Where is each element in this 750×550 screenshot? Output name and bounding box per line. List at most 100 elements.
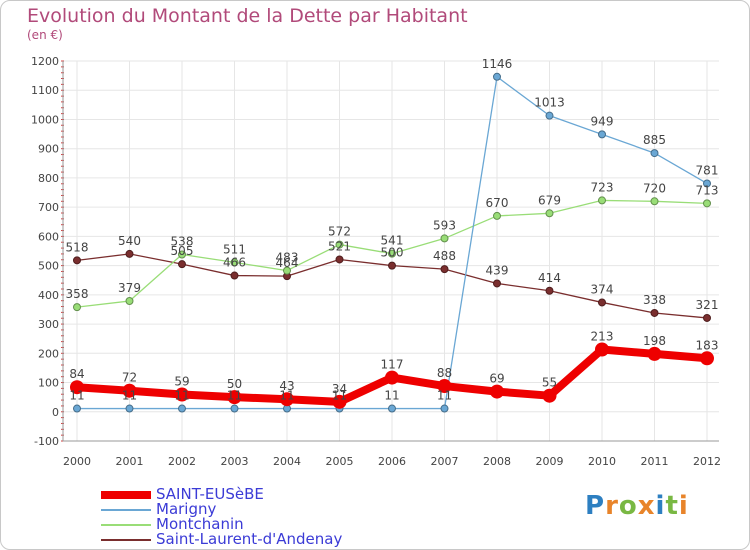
data-label: 11 (122, 389, 137, 403)
data-label: 483 (276, 251, 299, 265)
logo-letter: i (655, 491, 666, 521)
data-point (175, 387, 189, 402)
data-point (73, 256, 81, 265)
data-point (650, 308, 659, 317)
data-label: 518 (66, 240, 89, 254)
data-label: 713 (696, 183, 719, 197)
legend-swatch (101, 539, 151, 541)
data-label: 488 (433, 249, 456, 263)
logo-letter: t (665, 491, 679, 521)
data-label: 538 (171, 235, 194, 249)
data-point (545, 111, 554, 120)
data-label: 11 (227, 389, 242, 403)
data-point (440, 234, 449, 243)
logo-letter: P (585, 491, 606, 521)
data-label: 414 (538, 271, 561, 285)
x-tick-label: 2006 (378, 455, 406, 468)
legend-swatch (101, 524, 151, 526)
data-label: 885 (643, 133, 666, 147)
y-tick-label: 300 (38, 318, 59, 331)
data-point (650, 149, 659, 158)
data-label: 338 (643, 293, 666, 307)
y-tick-label: 900 (38, 143, 59, 156)
data-label: 464 (276, 256, 299, 270)
data-label: 11 (332, 389, 347, 403)
data-point (437, 379, 452, 394)
data-point (385, 370, 399, 385)
data-label: 781 (696, 163, 719, 177)
x-tick-label: 2007 (431, 455, 459, 468)
y-tick-label: 800 (38, 172, 59, 185)
data-label: 11 (437, 389, 452, 403)
data-point (335, 240, 344, 249)
data-point (493, 279, 501, 288)
data-label: 1146 (482, 57, 513, 71)
data-label: 466 (223, 256, 246, 270)
data-point (178, 404, 186, 413)
data-point (335, 255, 344, 264)
legend-label: Marigny (156, 500, 217, 518)
x-tick-label: 2000 (63, 455, 91, 468)
data-label: 358 (66, 287, 89, 301)
data-label: 521 (328, 239, 351, 253)
x-tick-label: 2005 (326, 455, 354, 468)
y-tick-label: 700 (38, 201, 59, 214)
logo-letter: r (605, 491, 619, 521)
data-label: 500 (381, 246, 404, 260)
data-label: 720 (643, 181, 666, 195)
data-label: 321 (696, 298, 719, 312)
data-point (388, 404, 396, 413)
data-point (700, 351, 714, 366)
x-tick-label: 2008 (483, 455, 511, 468)
data-point (283, 266, 291, 275)
y-tick-label: 400 (38, 289, 59, 302)
data-point (440, 265, 449, 274)
x-tick-label: 2010 (588, 455, 616, 468)
legend-label: Saint-Laurent-d'Andenay (156, 530, 343, 548)
data-point (70, 380, 84, 395)
data-label: 198 (643, 334, 666, 348)
data-point (440, 404, 449, 413)
y-tick-label: 1200 (31, 55, 59, 68)
data-label: 11 (174, 389, 189, 403)
data-point (598, 298, 606, 307)
y-tick-label: -100 (34, 435, 59, 448)
legend-swatch (101, 491, 151, 499)
legend-swatch (101, 509, 151, 511)
data-label: 69 (489, 372, 504, 386)
legend-label: SAINT-EUSèBE (156, 485, 264, 503)
data-point (73, 303, 81, 312)
data-label: 572 (328, 225, 351, 239)
x-tick-label: 2001 (116, 455, 144, 468)
data-label: 84 (69, 367, 84, 381)
data-label: 540 (118, 234, 141, 248)
data-label: 117 (381, 358, 404, 372)
data-label: 511 (223, 242, 246, 256)
data-point (493, 211, 501, 220)
data-point (703, 313, 711, 322)
data-label: 11 (384, 389, 399, 403)
data-point (280, 392, 294, 407)
x-tick-label: 2012 (693, 455, 721, 468)
chart-unit-label: (en €) (27, 28, 63, 42)
data-label: 183 (696, 338, 719, 352)
data-point (493, 72, 501, 81)
y-tick-label: 600 (38, 230, 59, 243)
x-tick-label: 2004 (273, 455, 301, 468)
proxiti-logo: Proxiti (585, 491, 689, 521)
y-tick-label: 1000 (31, 113, 59, 126)
data-label: 670 (486, 196, 509, 210)
data-label: 723 (591, 180, 614, 194)
y-tick-label: 0 (52, 406, 59, 419)
data-label: 949 (591, 114, 614, 128)
data-point (388, 249, 396, 258)
data-point (125, 296, 134, 305)
data-label: 541 (381, 234, 404, 248)
data-point (595, 342, 609, 357)
data-point (545, 286, 554, 295)
y-tick-label: 500 (38, 260, 59, 273)
x-tick-label: 2002 (168, 455, 196, 468)
legend-label: Montchanin (156, 515, 244, 533)
